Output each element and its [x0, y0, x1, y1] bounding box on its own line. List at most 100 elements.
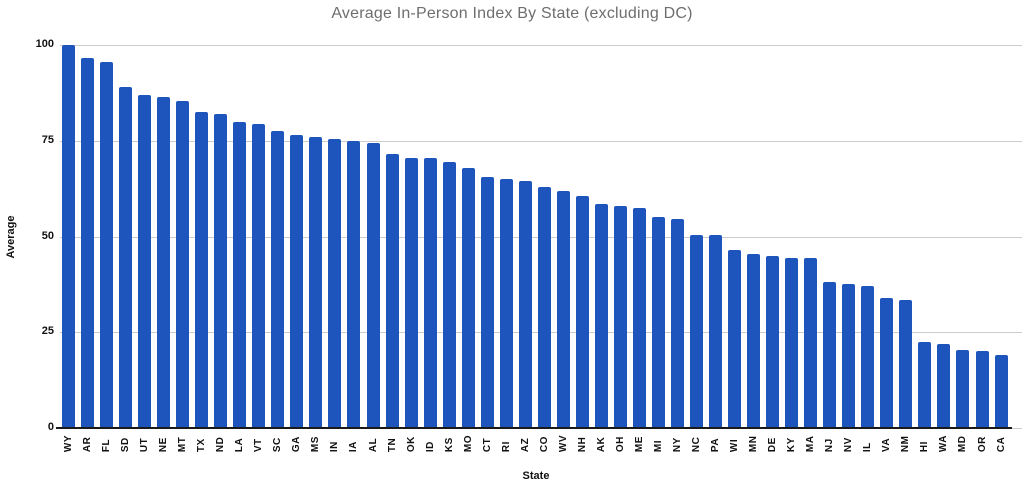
bar-MD	[956, 349, 970, 428]
bar-IN	[328, 138, 342, 428]
y-tick-label-25: 25	[41, 325, 54, 338]
bar-NV	[842, 284, 856, 428]
bar-MO	[461, 167, 475, 428]
x-tick-label-MS: MS	[310, 436, 322, 453]
x-tick-label-UT: UT	[139, 437, 151, 453]
bar-GA	[290, 135, 304, 428]
x-tick-label-ME: ME	[633, 436, 645, 453]
bar-VT	[252, 123, 266, 428]
bar-KY	[785, 257, 799, 428]
x-tick-label-MA: MA	[805, 435, 817, 453]
bar-ND	[214, 113, 228, 428]
x-tick-label-SD: SD	[120, 437, 132, 453]
x-tick-label-CA: CA	[995, 436, 1007, 453]
x-tick-label-KS: KS	[443, 437, 455, 453]
bar-CO	[537, 186, 551, 428]
x-tick-label-MO: MO	[462, 435, 474, 453]
bar-OK	[404, 158, 418, 428]
x-tick-label-SC: SC	[272, 437, 284, 453]
x-tick-label-MI: MI	[652, 440, 664, 453]
bar-TN	[385, 154, 399, 428]
bar-IA	[347, 140, 361, 428]
y-tick-label-0: 0	[47, 421, 54, 433]
x-tick-label-AL: AL	[367, 437, 379, 453]
bar-MS	[309, 136, 323, 428]
bar-SC	[271, 131, 285, 428]
bar-NJ	[823, 282, 837, 428]
bar-NM	[899, 299, 913, 428]
x-tick-label-OK: OK	[405, 436, 417, 453]
y-tick-label-50: 50	[41, 229, 54, 242]
x-tick-label-AR: AR	[82, 436, 94, 453]
bar-ME	[632, 207, 646, 428]
bar-RI	[499, 179, 513, 428]
x-tick-label-MD: MD	[957, 435, 969, 453]
bar-VA	[880, 297, 894, 428]
x-tick-label-ID: ID	[424, 441, 436, 453]
bar-LA	[233, 121, 247, 428]
x-axis-tick-labels: WY AR FL SD UT NE MT TX ND LA VT SC GA MS IN IA AL TN OK ID…	[60, 435, 1012, 452]
bar-PA	[709, 234, 723, 428]
bar-CT	[480, 177, 494, 428]
x-tick-label-WV: WV	[557, 435, 569, 453]
x-axis-line	[56, 427, 1012, 429]
x-tick-label-IN: IN	[329, 441, 341, 453]
y-tick-label-75: 75	[41, 133, 54, 146]
bar-MA	[804, 257, 818, 428]
bar-OR	[975, 351, 989, 428]
chart-title: Average In-Person Index By State (exclud…	[331, 5, 693, 22]
x-tick-label-TN: TN	[386, 437, 398, 453]
bar-DE	[766, 255, 780, 428]
bar-HI	[918, 341, 932, 428]
x-tick-label-KY: KY	[786, 437, 798, 453]
gridline-75	[60, 140, 1022, 142]
x-tick-label-WA: WA	[938, 435, 950, 453]
x-tick-label-OH: OH	[614, 436, 626, 453]
x-tick-label-VT: VT	[253, 438, 265, 453]
x-tick-label-CT: CT	[481, 437, 493, 453]
plot-area: 0 25 50 75 100 WY AR FL SD UT NE MT TX ND LA VT SC GA MS I…	[36, 38, 1022, 452]
x-tick-label-WY: WY	[63, 435, 74, 453]
bar-KS	[442, 161, 456, 428]
x-tick-label-AZ: AZ	[519, 437, 531, 453]
x-tick-label-TX: TX	[196, 438, 208, 453]
x-tick-label-NE: NE	[158, 437, 170, 453]
bar-MI	[651, 217, 665, 428]
x-tick-label-RI: RI	[500, 441, 512, 453]
bar-NY	[671, 219, 684, 428]
bar-NC	[690, 234, 704, 428]
x-tick-label-MN: MN	[748, 435, 760, 453]
x-tick-label-NY: NY	[672, 437, 683, 453]
bar-WI	[728, 249, 742, 428]
x-tick-label-NM: NM	[900, 435, 912, 453]
x-tick-label-WI: WI	[729, 438, 741, 453]
bar-WY	[62, 45, 75, 428]
bar-MN	[747, 253, 761, 428]
x-tick-label-NH: NH	[576, 436, 588, 453]
bar-UT	[138, 94, 152, 428]
bar-WA	[937, 343, 951, 428]
bar-NE	[157, 96, 171, 428]
y-tick-label-100: 100	[35, 38, 54, 50]
bar-AZ	[518, 180, 532, 428]
x-tick-label-FL: FL	[101, 438, 113, 453]
bar-WV	[556, 190, 570, 428]
x-tick-label-ND: ND	[215, 436, 227, 453]
x-tick-label-NV: NV	[843, 437, 855, 453]
bar-TX	[195, 112, 209, 428]
x-tick-label-VA: VA	[881, 437, 893, 453]
x-tick-label-PA: PA	[710, 437, 722, 453]
x-tick-label-LA: LA	[234, 437, 246, 453]
bar-MT	[176, 100, 190, 428]
x-tick-label-GA: GA	[291, 436, 303, 453]
x-tick-label-OR: OR	[976, 436, 988, 453]
x-tick-label-NC: NC	[691, 436, 703, 453]
x-tick-label-NJ: NJ	[824, 438, 836, 453]
bar-OH	[613, 205, 627, 428]
bar-NH	[575, 196, 589, 428]
bar-CA	[994, 355, 1008, 428]
x-tick-label-IL: IL	[862, 442, 874, 453]
bar-ID	[423, 158, 437, 428]
x-tick-label-DE: DE	[767, 437, 779, 453]
